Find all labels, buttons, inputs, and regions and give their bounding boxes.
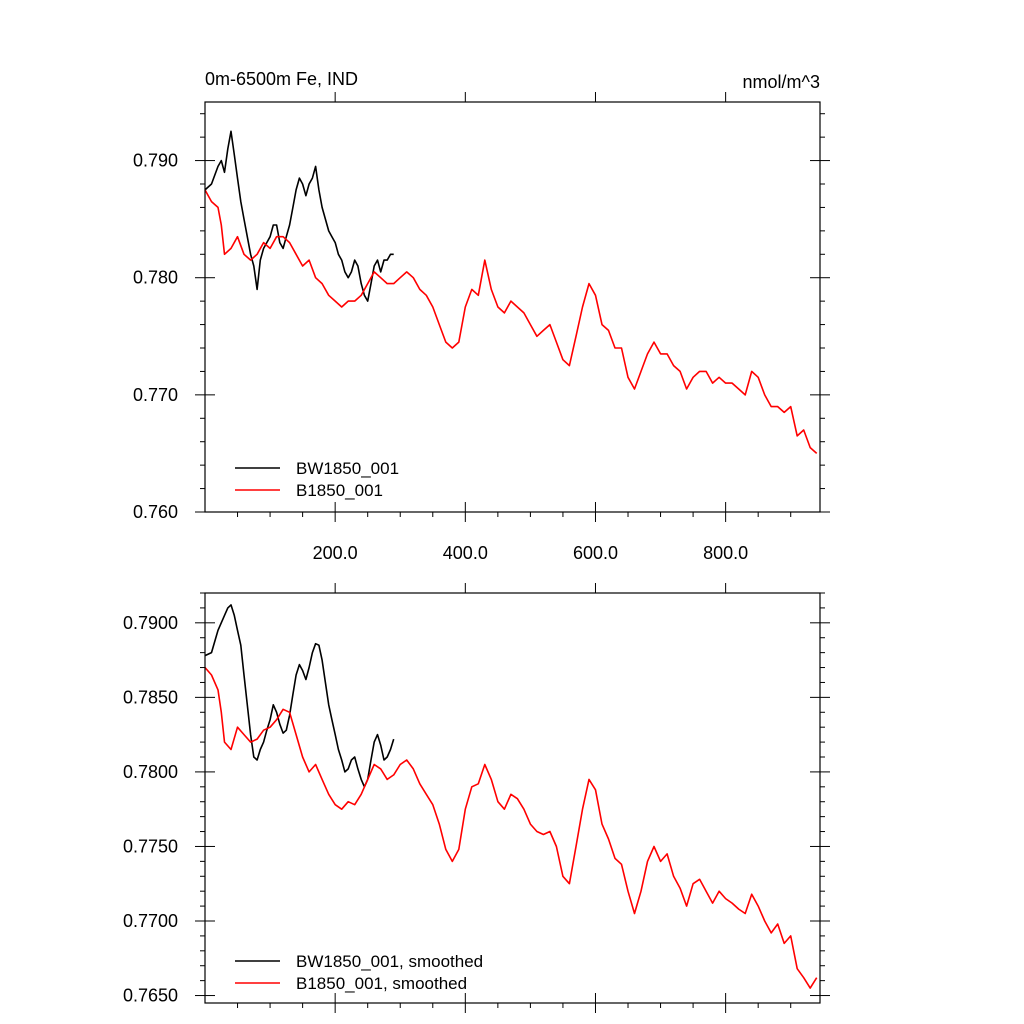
legend-label-b1850-smoothed: B1850_001, smoothed bbox=[296, 974, 467, 993]
x-tick-label: 600.0 bbox=[573, 543, 618, 563]
top-panel-legend: BW1850_001 B1850_001 bbox=[235, 459, 399, 500]
top-panel-title: 0m-6500m Fe, IND bbox=[205, 69, 358, 89]
series-line-bw1850-smoothed bbox=[204, 604, 395, 788]
bottom-panel-legend: BW1850_001, smoothed B1850_001, smoothed bbox=[235, 952, 483, 993]
top-panel-ticks: 200.0 400.0 600.0 800.0 0.760 0.770 0.780 0.790 bbox=[133, 92, 830, 563]
legend-label-b1850: B1850_001 bbox=[296, 481, 383, 500]
legend-label-bw1850-smoothed: BW1850_001, smoothed bbox=[296, 952, 483, 971]
top-panel-frame bbox=[204, 101, 821, 513]
x-tick-label: 400.0 bbox=[443, 543, 488, 563]
series-line-bw1850 bbox=[204, 130, 394, 302]
bottom-panel-series bbox=[204, 604, 818, 989]
y-tick-label: 0.7850 bbox=[123, 687, 178, 707]
x-tick-label: 800.0 bbox=[703, 543, 748, 563]
legend-label-bw1850: BW1850_001 bbox=[296, 459, 399, 478]
top-panel: 0m-6500m Fe, IND nmol/m^3 200.0 400.0 600.… bbox=[133, 69, 830, 563]
bottom-panel-frame bbox=[204, 592, 821, 1004]
y-tick-label: 0.7900 bbox=[123, 613, 178, 633]
top-panel-series bbox=[204, 130, 818, 454]
bottom-panel-ticks: 0.7650 0.7700 0.7750 0.7800 0.7850 0.7900 bbox=[123, 583, 830, 1013]
y-tick-label: 0.7700 bbox=[123, 911, 178, 931]
y-tick-label: 0.760 bbox=[133, 502, 178, 522]
y-tick-label: 0.780 bbox=[133, 268, 178, 288]
y-tick-label: 0.790 bbox=[133, 151, 178, 171]
y-tick-label: 0.7750 bbox=[123, 836, 178, 856]
series-line-b1850 bbox=[204, 189, 818, 454]
x-tick-label: 200.0 bbox=[313, 543, 358, 563]
top-panel-units: nmol/m^3 bbox=[743, 72, 820, 92]
y-tick-label: 0.770 bbox=[133, 385, 178, 405]
series-line-b1850-smoothed bbox=[204, 666, 818, 989]
y-tick-label: 0.7800 bbox=[123, 762, 178, 782]
y-tick-label: 0.7650 bbox=[123, 986, 178, 1006]
bottom-panel: 0.7650 0.7700 0.7750 0.7800 0.7850 0.7900 BW1… bbox=[123, 583, 830, 1013]
